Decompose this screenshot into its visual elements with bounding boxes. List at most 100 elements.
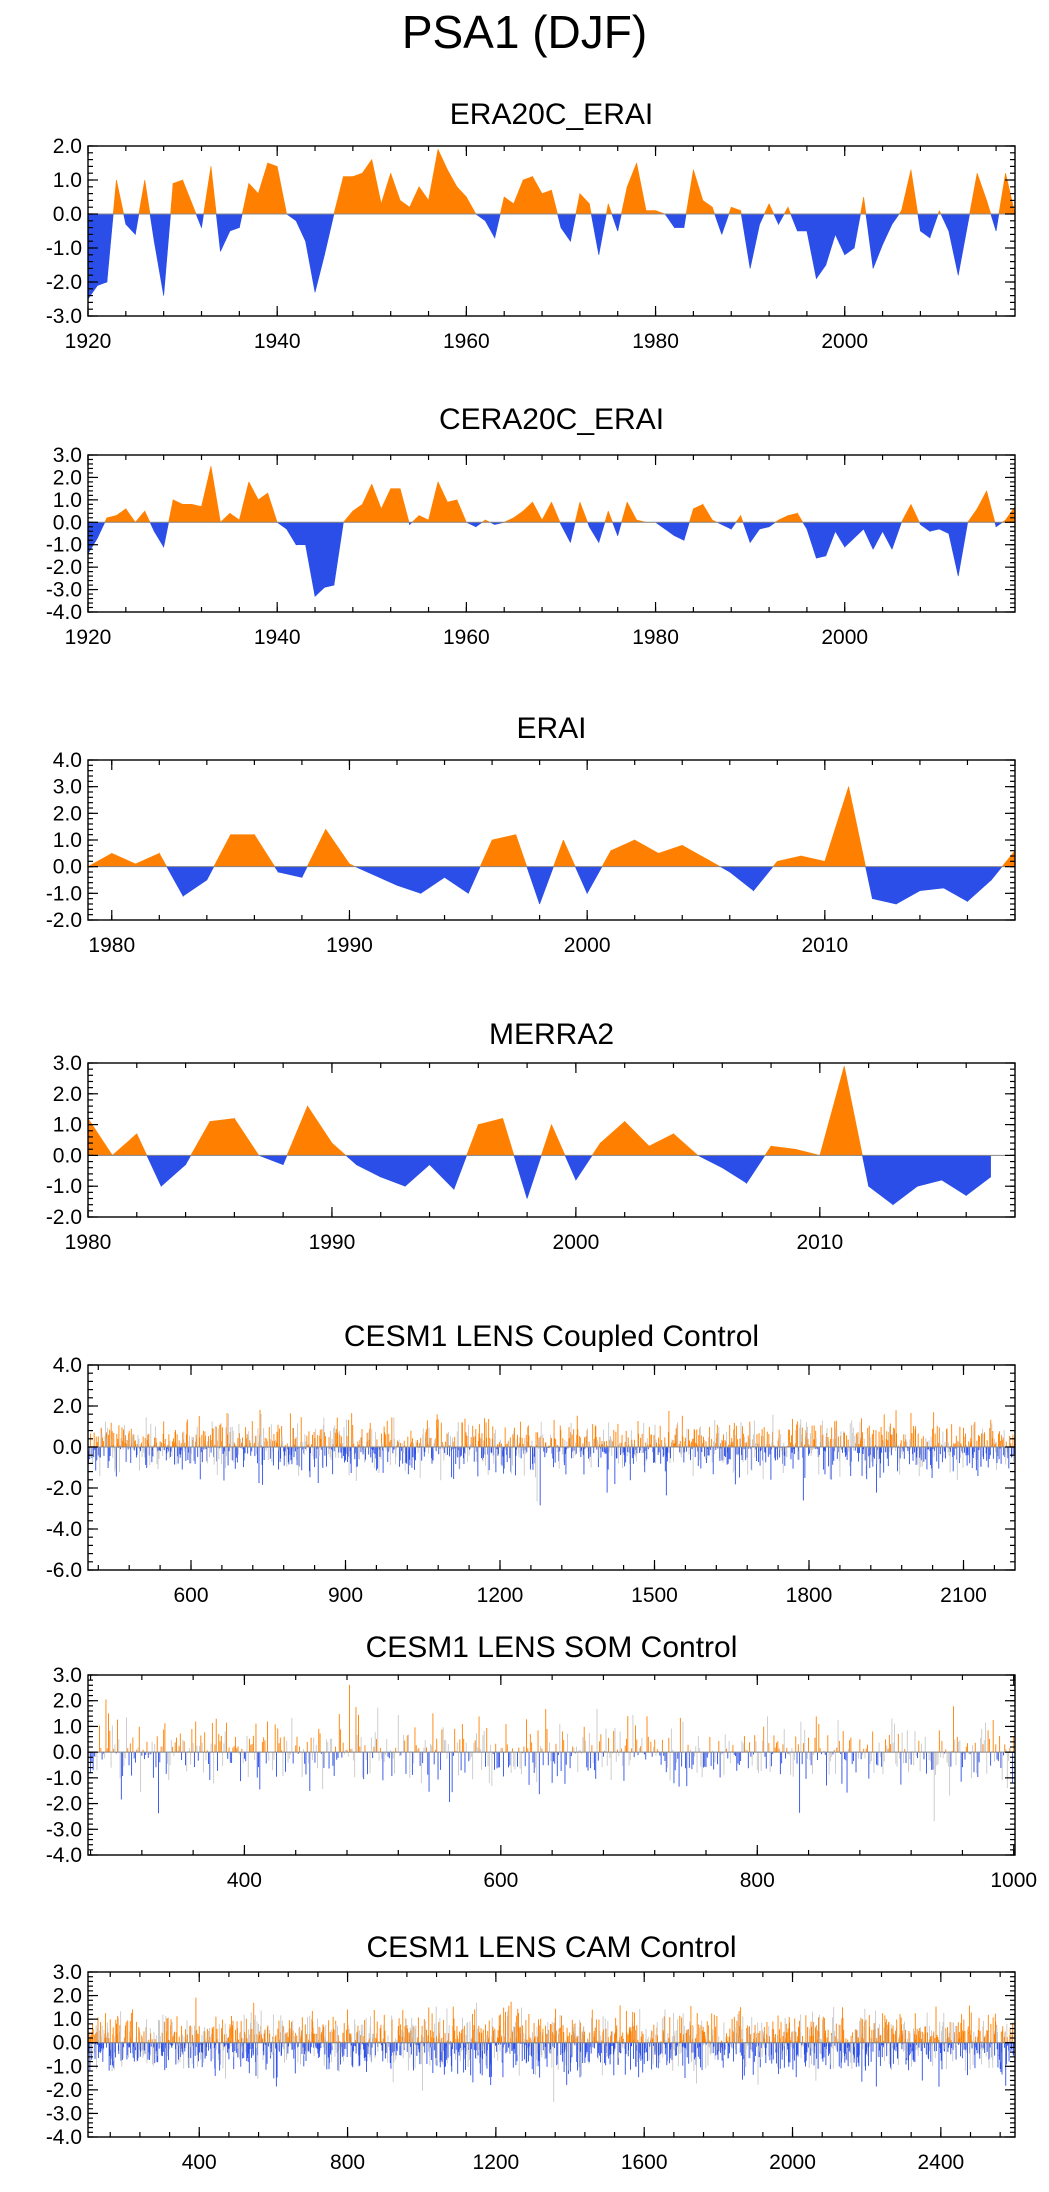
negative-area (163, 213, 171, 296)
y-tick-label: 1.0 (53, 169, 82, 192)
positive-area (491, 834, 517, 867)
positive-area (685, 169, 694, 215)
positive-area (986, 200, 992, 215)
negative-area (589, 521, 600, 544)
negative-area (825, 521, 836, 557)
positive-area (551, 501, 561, 523)
positive-area (276, 166, 288, 215)
negative-area (153, 213, 164, 296)
negative-area (929, 213, 939, 238)
negative-area (355, 866, 374, 876)
negative-area (721, 213, 730, 235)
positive-area (201, 466, 212, 523)
positive-area (170, 183, 174, 215)
figure-title: PSA1 (DJF) (401, 6, 648, 58)
negative-area (526, 1155, 542, 1199)
x-tick-label: 1980 (65, 1231, 112, 1254)
positive-area (910, 504, 920, 523)
positive-area (610, 839, 635, 867)
x-tick-label: 1920 (65, 330, 112, 353)
negative-area (195, 213, 202, 228)
negative-area (220, 213, 231, 252)
x-tick-label: 1980 (632, 626, 679, 649)
positive-area (380, 488, 391, 523)
y-tick-label: 4.0 (53, 1354, 82, 1377)
positive-area (607, 203, 613, 215)
positive-area (783, 206, 789, 215)
negative-area (948, 213, 959, 276)
x-tick-label: 600 (173, 1584, 208, 1607)
positive-area (910, 169, 919, 215)
positive-area (191, 503, 202, 523)
series-area (88, 1066, 991, 1206)
negative-area (773, 213, 779, 225)
negative-area (965, 1155, 991, 1197)
negative-area (730, 521, 737, 530)
positive-area (138, 179, 146, 215)
positive-area (967, 507, 978, 523)
positive-area (551, 1124, 566, 1156)
negative-area (239, 213, 243, 228)
positive-area (601, 849, 612, 867)
negative-area (612, 521, 619, 536)
x-tick-label: 2010 (801, 934, 848, 957)
chart-title: ERA20C_ERAI (450, 98, 653, 131)
negative-area (404, 1155, 430, 1187)
negative-area (683, 521, 690, 541)
positive-area (88, 852, 113, 867)
x-tick-label: 2100 (940, 1584, 987, 1607)
negative-area (853, 521, 864, 539)
negative-area (301, 866, 308, 878)
chart-panel-2: CERA20C_ERAI 3.02.01.00.0-1.0-2.0-3.0-4.0… (46, 403, 1016, 649)
negative-area (742, 521, 751, 543)
positive-area (168, 499, 174, 523)
negative-area (324, 213, 335, 255)
positive-area (502, 1118, 515, 1156)
positive-area (655, 210, 666, 215)
positive-area (456, 186, 467, 215)
positive-area (772, 860, 778, 867)
positive-area (599, 1120, 625, 1156)
y-tick-label: -4.0 (46, 601, 82, 624)
positive-area (478, 1118, 504, 1156)
negative-area (258, 1155, 284, 1166)
negative-area (429, 1155, 455, 1191)
negative-area (560, 521, 571, 543)
positive-area (390, 173, 401, 215)
negative-area (957, 213, 969, 276)
positive-area (437, 149, 448, 215)
series-area (88, 149, 1015, 300)
negative-area (891, 521, 902, 550)
negative-area (149, 521, 155, 532)
positive-area (159, 852, 168, 867)
negative-area (106, 213, 114, 283)
plot-frame (87, 454, 1016, 613)
positive-area (390, 488, 401, 523)
positive-area (172, 499, 183, 523)
y-tick-label: 0.0 (53, 1741, 82, 1764)
negative-area (598, 213, 607, 255)
negative-area (146, 1155, 162, 1187)
negative-area (948, 521, 959, 577)
positive-area (563, 839, 576, 867)
positive-area (111, 1133, 138, 1156)
negative-area (466, 521, 477, 528)
x-tick-label: 800 (740, 1869, 775, 1892)
negative-area (895, 866, 921, 905)
positive-area (515, 834, 528, 867)
negative-area (729, 866, 754, 892)
x-tick-label: 1990 (309, 1231, 356, 1254)
positive-area (522, 501, 533, 523)
negative-area (372, 866, 398, 886)
y-tick-label: 2.0 (53, 1083, 82, 1106)
positive-area (172, 179, 183, 215)
y-tick-label: 1.0 (53, 1114, 82, 1137)
positive-area (900, 504, 912, 523)
negative-area (967, 213, 970, 225)
positive-area (286, 1106, 308, 1156)
negative-area (816, 213, 827, 280)
negative-area (844, 213, 855, 256)
y-tick-label: -2.0 (46, 909, 82, 932)
